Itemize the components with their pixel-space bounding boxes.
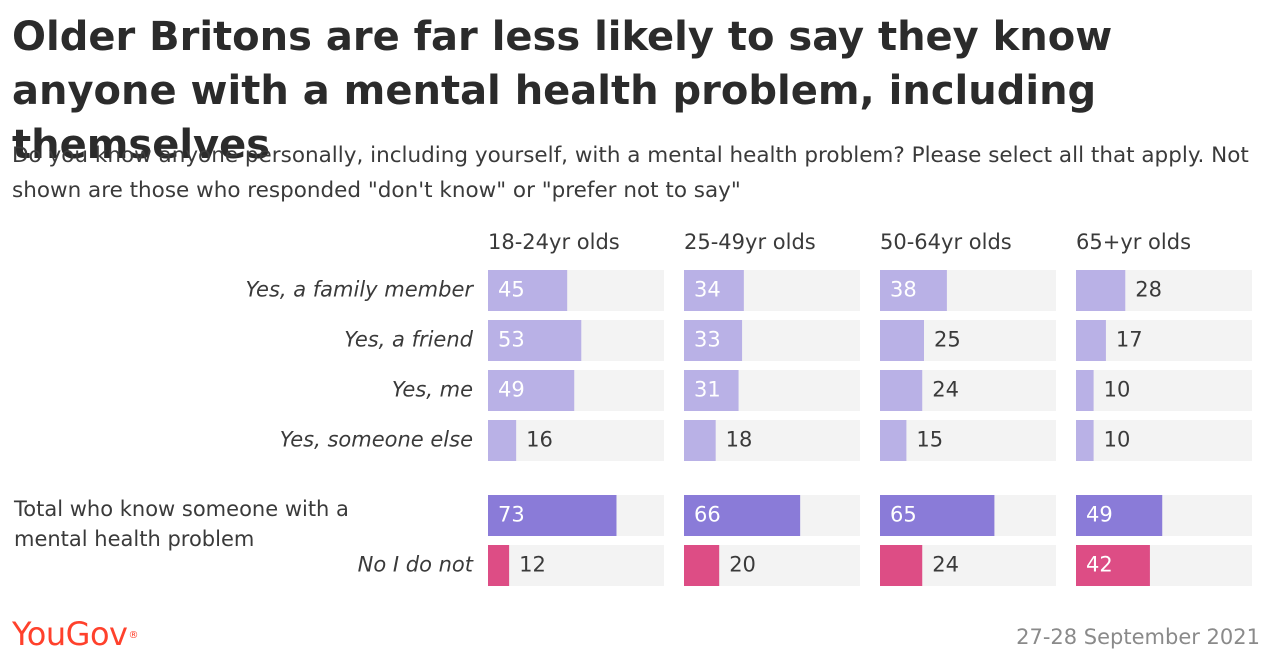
bar-value-label: 38 (890, 278, 917, 302)
bar-value-label: 49 (498, 378, 525, 402)
survey-date: 27-28 September 2021 (1016, 625, 1260, 649)
bar (684, 495, 801, 536)
category-label: Total who know someone with a mental heal… (13, 497, 349, 551)
bar (880, 545, 923, 586)
category-label: No I do not (358, 553, 474, 577)
bar (488, 545, 510, 586)
bar-value-label: 53 (498, 328, 525, 352)
bar (488, 270, 568, 311)
category-label: Yes, someone else (280, 428, 473, 452)
bar (684, 370, 739, 411)
bar (1076, 270, 1126, 311)
chart-subtitle: Do you know anyone personally, including… (12, 143, 1249, 203)
bar-value-label: 34 (694, 278, 721, 302)
bar-value-label: 24 (932, 553, 959, 577)
bar-value-label: 65 (890, 503, 917, 527)
bar-value-label: 66 (694, 503, 721, 527)
bar (880, 270, 947, 311)
bar-track (488, 420, 664, 461)
bar (1076, 495, 1163, 536)
bar (1076, 420, 1094, 461)
bar-value-label: 16 (526, 428, 553, 452)
bar-value-label: 12 (519, 553, 546, 577)
chart-title: Older Britons are far less likely to say… (12, 14, 1113, 168)
series-header: 18-24yr olds (488, 230, 620, 254)
bar (880, 495, 995, 536)
bar-value-label: 42 (1086, 553, 1113, 577)
bar-value-label: 24 (932, 378, 959, 402)
bar (684, 270, 744, 311)
logo-text: YouGov (12, 615, 128, 653)
bar (684, 320, 743, 361)
bar (1076, 545, 1150, 586)
bar-value-label: 73 (498, 503, 525, 527)
series-header: 65+yr olds (1076, 230, 1191, 254)
bar-value-label: 45 (498, 278, 525, 302)
series-header: 25-49yr olds (684, 230, 816, 254)
bar (488, 420, 517, 461)
category-label: Yes, me (392, 378, 473, 402)
category-label: Yes, a friend (344, 328, 473, 352)
bar (880, 420, 907, 461)
bar (684, 420, 716, 461)
bar-value-label: 20 (729, 553, 756, 577)
bar-value-label: 18 (726, 428, 753, 452)
bar (880, 320, 924, 361)
bar-value-label: 10 (1104, 428, 1131, 452)
bar-value-label: 25 (934, 328, 961, 352)
bar (1076, 370, 1094, 411)
bar-value-label: 10 (1104, 378, 1131, 402)
bar (488, 370, 575, 411)
registered-mark: ® (128, 630, 138, 641)
bar (488, 495, 617, 536)
bar-value-label: 17 (1116, 328, 1143, 352)
bar-value-label: 49 (1086, 503, 1113, 527)
bar-value-label: 15 (916, 428, 943, 452)
bar (1076, 320, 1106, 361)
bar-track (1076, 420, 1252, 461)
bar-value-label: 28 (1135, 278, 1162, 302)
category-label: Yes, a family member (246, 278, 475, 302)
bar (488, 320, 582, 361)
yougov-logo: YouGov® (12, 614, 138, 654)
bar (684, 545, 720, 586)
bar-track (1076, 370, 1252, 411)
bar-track (488, 545, 664, 586)
bar (880, 370, 923, 411)
bar-value-label: 33 (694, 328, 721, 352)
bar-value-label: 31 (694, 378, 721, 402)
series-header: 50-64yr olds (880, 230, 1012, 254)
bar-track (880, 420, 1056, 461)
